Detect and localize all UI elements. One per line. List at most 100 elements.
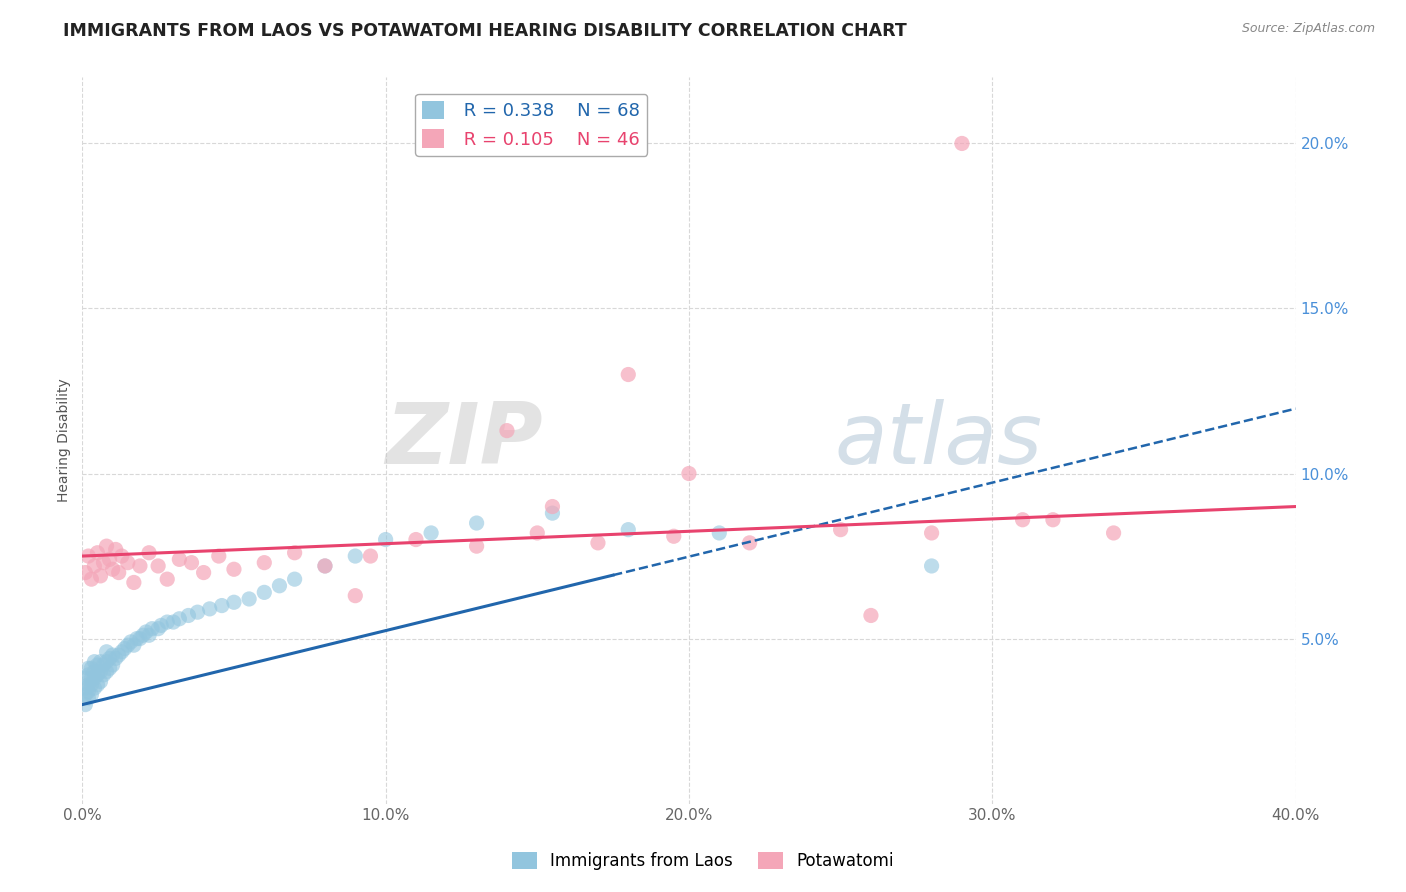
Point — [93, 556, 115, 570]
Point — [162, 615, 184, 629]
Point — [284, 546, 307, 560]
Point — [77, 691, 100, 706]
Point — [120, 635, 142, 649]
Point — [269, 579, 291, 593]
Point — [83, 681, 105, 695]
Point — [193, 566, 215, 580]
Point — [75, 671, 97, 685]
Point — [86, 546, 108, 560]
Point — [89, 665, 111, 679]
Point — [111, 549, 134, 563]
Point — [344, 589, 367, 603]
Point — [98, 651, 121, 665]
Point — [921, 525, 943, 540]
Point — [738, 536, 761, 550]
Point — [617, 368, 640, 382]
Point — [75, 698, 97, 712]
Text: Source: ZipAtlas.com: Source: ZipAtlas.com — [1241, 22, 1375, 36]
Point — [138, 546, 160, 560]
Point — [187, 605, 209, 619]
Point — [465, 539, 488, 553]
Point — [359, 549, 381, 563]
Text: IMMIGRANTS FROM LAOS VS POTAWATOMI HEARING DISABILITY CORRELATION CHART: IMMIGRANTS FROM LAOS VS POTAWATOMI HEARI… — [63, 22, 907, 40]
Point — [117, 638, 139, 652]
Point — [208, 549, 231, 563]
Point — [222, 562, 245, 576]
Point — [80, 671, 103, 685]
Point — [125, 632, 148, 646]
Legend: Immigrants from Laos, Potawatomi: Immigrants from Laos, Potawatomi — [505, 845, 901, 877]
Point — [146, 558, 169, 573]
Point — [80, 678, 103, 692]
Point — [122, 575, 145, 590]
Point — [96, 645, 118, 659]
Point — [150, 618, 173, 632]
Point — [950, 136, 973, 151]
Point — [93, 657, 115, 672]
Point — [617, 523, 640, 537]
Point — [75, 566, 97, 580]
Point — [921, 558, 943, 573]
Point — [156, 615, 179, 629]
Point — [859, 608, 882, 623]
Point — [80, 572, 103, 586]
Point — [83, 671, 105, 685]
Point — [526, 525, 548, 540]
Point — [93, 668, 115, 682]
Point — [96, 539, 118, 553]
Point — [86, 668, 108, 682]
Point — [89, 569, 111, 583]
Point — [253, 556, 276, 570]
Point — [238, 591, 260, 606]
Point — [98, 552, 121, 566]
Point — [1011, 513, 1033, 527]
Point — [86, 657, 108, 672]
Point — [156, 572, 179, 586]
Point — [169, 552, 191, 566]
Point — [89, 655, 111, 669]
Point — [1042, 513, 1064, 527]
Point — [129, 632, 152, 646]
Point — [135, 624, 157, 639]
Point — [222, 595, 245, 609]
Y-axis label: Hearing Disability: Hearing Disability — [58, 379, 72, 502]
Point — [114, 641, 136, 656]
Point — [98, 661, 121, 675]
Point — [211, 599, 233, 613]
Point — [830, 523, 852, 537]
Point — [146, 622, 169, 636]
Point — [284, 572, 307, 586]
Point — [77, 661, 100, 675]
Point — [374, 533, 396, 547]
Point — [83, 558, 105, 573]
Point — [541, 500, 564, 514]
Point — [314, 558, 336, 573]
Point — [80, 688, 103, 702]
Point — [117, 556, 139, 570]
Point — [101, 648, 124, 662]
Point — [138, 628, 160, 642]
Point — [80, 661, 103, 675]
Text: ZIP: ZIP — [385, 399, 543, 482]
Point — [129, 558, 152, 573]
Point — [314, 558, 336, 573]
Point — [678, 467, 700, 481]
Text: atlas: atlas — [835, 399, 1042, 482]
Point — [132, 628, 155, 642]
Point — [662, 529, 685, 543]
Point — [541, 506, 564, 520]
Legend:  R = 0.338    N = 68,  R = 0.105    N = 46: R = 0.338 N = 68, R = 0.105 N = 46 — [415, 94, 647, 156]
Point — [96, 665, 118, 679]
Point — [141, 622, 163, 636]
Point — [709, 525, 731, 540]
Point — [111, 645, 134, 659]
Point — [75, 681, 97, 695]
Point — [101, 657, 124, 672]
Point — [122, 638, 145, 652]
Point — [420, 525, 443, 540]
Point — [180, 556, 202, 570]
Point — [107, 648, 129, 662]
Point — [169, 612, 191, 626]
Point — [1102, 525, 1125, 540]
Point — [77, 549, 100, 563]
